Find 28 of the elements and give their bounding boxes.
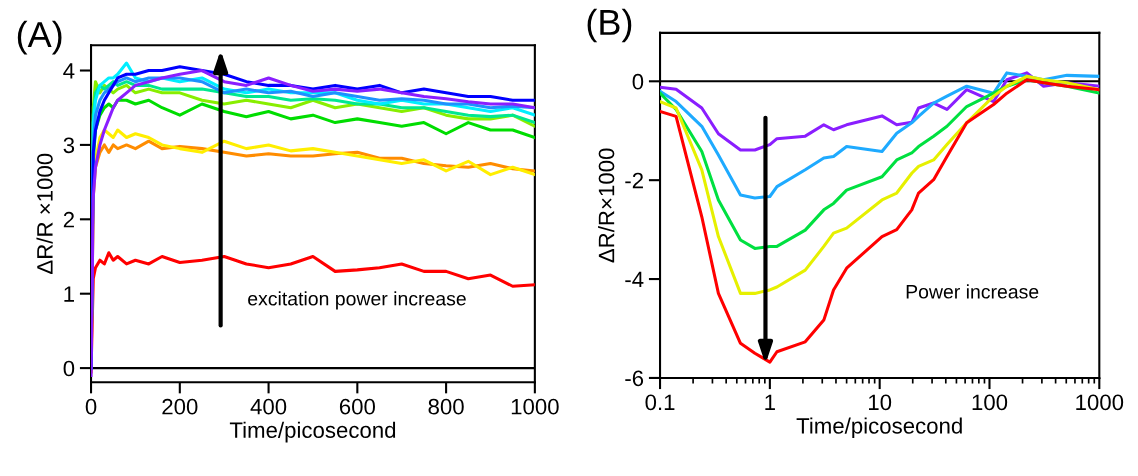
annotation: Power increase xyxy=(906,284,1039,299)
y-axis-title: ΔR/R×1000 xyxy=(598,148,615,263)
x-tick-label: 200 xyxy=(162,398,198,415)
chart-title: (A) xyxy=(17,20,62,55)
y-tick-label: 0 xyxy=(632,73,644,90)
x-tick-label: 1000 xyxy=(511,398,559,415)
y-tick-label: 3 xyxy=(63,137,75,154)
x-tick-label: 800 xyxy=(428,398,464,415)
y-tick-label: 0 xyxy=(63,360,75,377)
annotation: excitation power increase xyxy=(248,291,466,310)
x-axis-title: Time/picosecond xyxy=(229,421,396,443)
x-tick-label: 10 xyxy=(869,394,892,411)
x-tick-label: 400 xyxy=(250,398,287,415)
y-tick-label: 1 xyxy=(64,286,74,302)
x-axis-title: Time/picosecond xyxy=(796,417,962,439)
x-tick-label: 0 xyxy=(85,398,97,415)
x-tick-label: 1000 xyxy=(1076,394,1124,411)
chart-title: (B) xyxy=(587,8,632,43)
x-tick-label: 0.1 xyxy=(645,394,675,411)
x-tick-label: 100 xyxy=(972,394,1008,411)
y-tick-label: -6 xyxy=(625,370,644,387)
y-tick-label: -2 xyxy=(625,172,643,189)
y-tick-label: 4 xyxy=(63,63,75,79)
y-tick-label: -4 xyxy=(625,271,644,288)
x-tick-label: 600 xyxy=(339,398,375,415)
y-axis-title: ΔR/R ×1000 xyxy=(36,153,53,274)
y-tick-label: 2 xyxy=(63,211,74,228)
x-tick-label: 1 xyxy=(765,394,775,411)
